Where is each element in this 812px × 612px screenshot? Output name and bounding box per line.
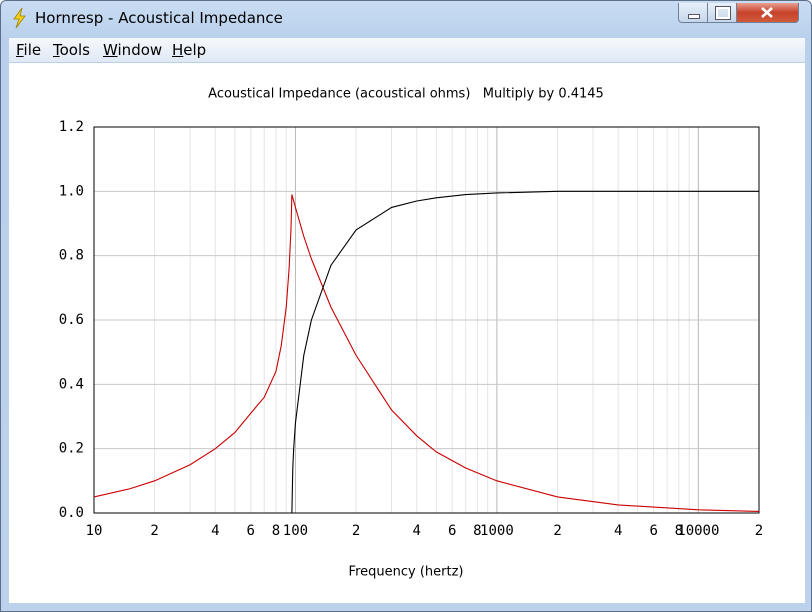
x-tick-label: 100 xyxy=(283,523,308,539)
x-tick-label: 4 xyxy=(614,523,622,539)
menu-item[interactable]: Tools xyxy=(53,41,90,59)
maximize-button[interactable] xyxy=(707,3,737,23)
y-tick-label: 0.0 xyxy=(59,505,84,521)
y-tick-label: 0.6 xyxy=(59,312,84,328)
x-tick-label: 2 xyxy=(553,523,561,539)
x-tick-label: 2 xyxy=(755,523,763,539)
x-tick-label: 2 xyxy=(352,523,360,539)
x-tick-label: 1000 xyxy=(480,523,514,539)
x-tick-label: 10 xyxy=(86,523,103,539)
x-tick-label: 4 xyxy=(413,523,421,539)
menu-item[interactable]: Window xyxy=(103,41,163,59)
x-tick-label: 8 xyxy=(272,523,280,539)
minimize-button[interactable] xyxy=(678,3,708,23)
x-tick-label: 6 xyxy=(649,523,657,539)
app-icon xyxy=(13,7,26,29)
close-button[interactable] xyxy=(736,3,799,23)
y-tick-label: 0.8 xyxy=(59,248,84,264)
x-tick-label: 10000 xyxy=(677,523,719,539)
chart-title: Acoustical Impedance (acoustical ohms) M… xyxy=(208,87,604,102)
menu-bar: File Tools Window Help xyxy=(9,38,805,62)
y-tick-label: 1.0 xyxy=(59,183,84,199)
x-tick-label: 4 xyxy=(211,523,219,539)
x-axis-label: Frequency (hertz) xyxy=(349,565,464,580)
y-tick-label: 0.2 xyxy=(59,441,84,457)
data-line xyxy=(291,190,759,514)
x-tick-label: 8 xyxy=(473,523,481,539)
client-area: Acoustical Impedance (acoustical ohms) M… xyxy=(9,63,805,603)
menu-item[interactable]: File xyxy=(16,41,42,59)
x-tick-label: 8 xyxy=(675,523,683,539)
data-line xyxy=(93,194,760,512)
x-tick-label: 6 xyxy=(247,523,255,539)
x-tick-label: 6 xyxy=(448,523,456,539)
menu-item[interactable]: Help xyxy=(172,41,207,59)
window-title: Hornresp - Acoustical Impedance xyxy=(35,9,283,27)
plot-frame xyxy=(93,126,760,514)
chart: Acoustical Impedance (acoustical ohms) M… xyxy=(59,87,764,580)
y-tick-label: 1.2 xyxy=(59,119,84,135)
x-tick-label: 2 xyxy=(150,523,158,539)
y-tick-label: 0.4 xyxy=(59,376,84,392)
